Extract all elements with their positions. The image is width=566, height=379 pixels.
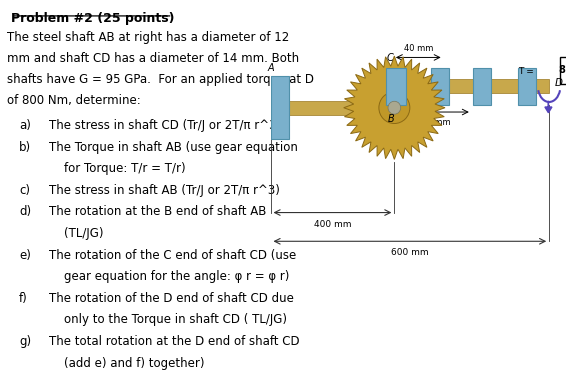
Bar: [406, 79, 549, 93]
Circle shape: [379, 92, 410, 124]
Text: b): b): [19, 141, 31, 153]
Text: g): g): [19, 335, 31, 348]
Text: for Torque: T/r = T/r): for Torque: T/r = T/r): [49, 162, 186, 175]
Text: only to the Torque in shaft CD ( TL/JG): only to the Torque in shaft CD ( TL/JG): [49, 313, 287, 326]
Text: of 800 Nm, determine:: of 800 Nm, determine:: [7, 94, 140, 106]
Text: C: C: [387, 53, 393, 63]
Text: a): a): [19, 119, 31, 132]
Text: The stress in shaft CD (Tr/J or 2T/π r^3): The stress in shaft CD (Tr/J or 2T/π r^3…: [49, 119, 281, 132]
Bar: [518, 67, 537, 105]
Text: f): f): [19, 292, 28, 305]
Text: The total rotation at the D end of shaft CD: The total rotation at the D end of shaft…: [49, 335, 300, 348]
Text: mm and shaft CD has a diameter of 14 mm. Both: mm and shaft CD has a diameter of 14 mm.…: [7, 52, 299, 65]
Text: The rotation of the C end of shaft CD (use: The rotation of the C end of shaft CD (u…: [49, 249, 297, 262]
FancyArrow shape: [545, 101, 552, 113]
Text: (add e) and f) together): (add e) and f) together): [49, 357, 205, 370]
Bar: [271, 76, 289, 139]
Polygon shape: [344, 56, 445, 160]
Text: 400 mm: 400 mm: [314, 220, 351, 229]
Text: T =: T =: [518, 67, 534, 76]
Text: 800 Nm: 800 Nm: [559, 65, 566, 75]
Text: (TL/JG): (TL/JG): [49, 227, 104, 240]
Text: The Torque in shaft AB (use gear equation: The Torque in shaft AB (use gear equatio…: [49, 141, 298, 153]
Text: 40 mm: 40 mm: [404, 44, 433, 53]
Bar: [289, 100, 395, 115]
Text: A: A: [268, 63, 275, 73]
Text: d): d): [19, 205, 31, 218]
Text: e): e): [19, 249, 31, 262]
Text: gear equation for the angle: φ r = φ r): gear equation for the angle: φ r = φ r): [49, 270, 290, 283]
Bar: [386, 67, 406, 105]
Text: The steel shaft AB at right has a diameter of 12: The steel shaft AB at right has a diamet…: [7, 31, 289, 44]
Text: The stress in shaft AB (Tr/J or 2T/π r^3): The stress in shaft AB (Tr/J or 2T/π r^3…: [49, 184, 280, 197]
Text: 600 mm: 600 mm: [391, 249, 428, 257]
Text: B: B: [388, 114, 395, 124]
Text: Problem #2 (25 points): Problem #2 (25 points): [11, 12, 175, 25]
Bar: [473, 67, 491, 105]
Text: shafts have G = 95 GPa.  For an applied torque at D: shafts have G = 95 GPa. For an applied t…: [7, 73, 314, 86]
Circle shape: [388, 101, 401, 114]
Text: 100 mm: 100 mm: [417, 118, 451, 127]
Bar: [431, 67, 449, 105]
FancyBboxPatch shape: [560, 57, 566, 84]
Text: The rotation of the D end of shaft CD due: The rotation of the D end of shaft CD du…: [49, 292, 294, 305]
Text: c): c): [19, 184, 30, 197]
Text: D: D: [555, 78, 563, 88]
Text: The rotation at the B end of shaft AB: The rotation at the B end of shaft AB: [49, 205, 267, 218]
